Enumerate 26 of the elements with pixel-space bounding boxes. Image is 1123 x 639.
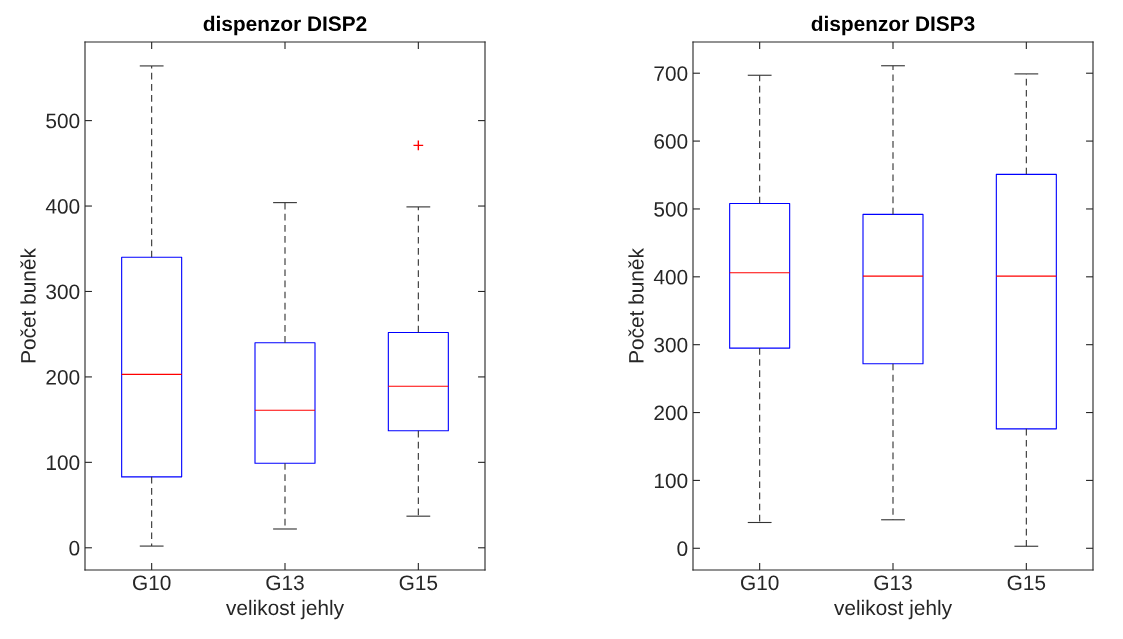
chart-title: dispenzor DISP3 <box>811 15 975 36</box>
y-tick-label: 300 <box>46 284 80 300</box>
x-tick-label: G15 <box>1007 575 1046 591</box>
y-tick-label: 0 <box>69 540 80 556</box>
y-axis-title: Počet buněk <box>20 248 36 363</box>
chart-title: dispenzor DISP2 <box>203 15 367 36</box>
y-tick-label: 500 <box>46 113 80 129</box>
x-tick-label: G13 <box>266 575 304 591</box>
y-tick-label: 200 <box>654 405 688 421</box>
y-tick-label: 0 <box>677 541 688 557</box>
y-tick-label: 400 <box>45 199 80 214</box>
y-tick-label: 100 <box>46 455 80 471</box>
y-tick-label: 700 <box>654 66 688 81</box>
x-tick-label: G15 <box>399 575 438 591</box>
x-tick-label: G13 <box>874 575 912 591</box>
y-tick-label: 100 <box>654 473 688 489</box>
y-tick-label: 300 <box>654 337 688 353</box>
y-tick-label: 500 <box>654 201 688 217</box>
y-tick-label: 600 <box>654 134 688 149</box>
y-tick-label: 200 <box>46 369 80 385</box>
x-axis-title: velikost jehly <box>834 599 953 620</box>
x-tick-label: G10 <box>741 575 779 591</box>
y-axis-title: Počet buněk <box>628 248 644 363</box>
x-axis-title: velikost jehly <box>226 599 345 620</box>
x-tick-label: G10 <box>133 575 171 591</box>
y-tick-label: 400 <box>653 269 688 285</box>
